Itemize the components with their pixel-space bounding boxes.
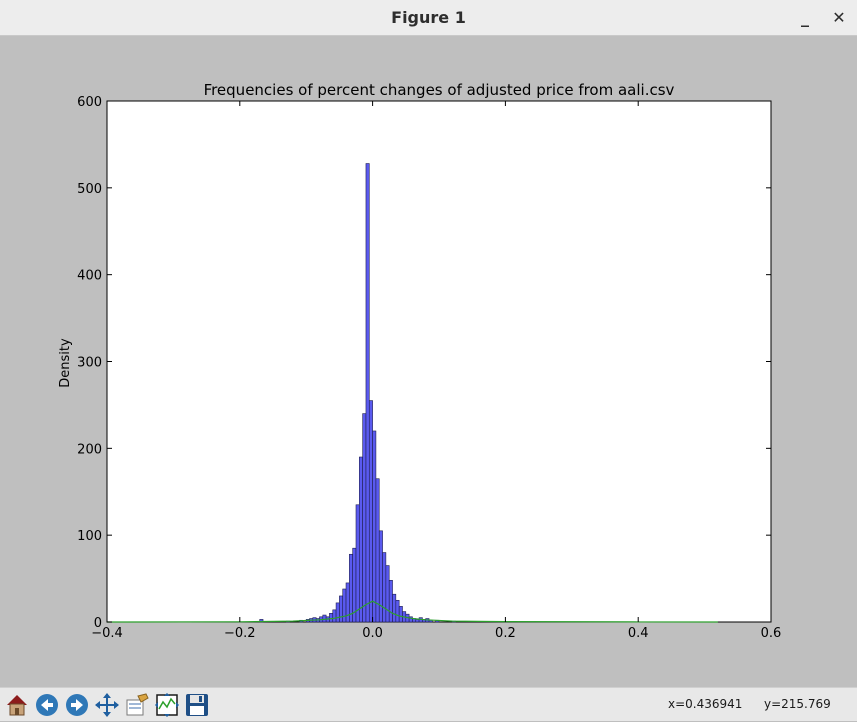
- home-button[interactable]: [4, 692, 30, 718]
- move-icon: [95, 693, 119, 717]
- navigation-toolbar: x=0.436941 y=215.769: [0, 687, 857, 721]
- y-axis-ticks: 0 100 200 300 400 500 600: [77, 95, 771, 631]
- title-bar: Figure 1 _ ✕: [0, 0, 857, 36]
- forward-button[interactable]: [64, 692, 90, 718]
- pan-button[interactable]: [94, 692, 120, 718]
- histogram-bar: [365, 163, 370, 623]
- y-tick-label: 200: [77, 442, 102, 457]
- histogram-bar: [395, 599, 400, 623]
- x-tick-label: 0.2: [495, 626, 516, 641]
- figure-canvas[interactable]: Frequencies of percent changes of adjust…: [0, 37, 857, 685]
- histogram-bar: [382, 552, 387, 623]
- subplots-icon: [155, 693, 179, 717]
- y-axis-label: Density: [58, 338, 73, 388]
- zoom-button[interactable]: [124, 692, 150, 718]
- home-icon: [7, 695, 27, 716]
- histogram-bar: [368, 400, 373, 623]
- x-tick-label: 0.4: [628, 626, 649, 641]
- x-coordinate-readout: x=0.436941: [668, 697, 743, 711]
- histogram-bar: [378, 530, 383, 623]
- histogram-bar: [388, 580, 393, 623]
- histogram-bar: [349, 553, 353, 623]
- zoom-rect-icon: [126, 693, 149, 716]
- arrow-left-icon: [36, 694, 58, 716]
- histogram-bar: [362, 413, 367, 623]
- histogram-bar: [339, 595, 344, 623]
- save-button[interactable]: [184, 692, 210, 718]
- histogram-bar: [335, 602, 340, 623]
- x-tick-label: 0.0: [362, 626, 383, 641]
- close-button[interactable]: ✕: [832, 8, 846, 27]
- x-tick-label: −0.4: [91, 626, 123, 641]
- window-title: Figure 1: [391, 8, 466, 27]
- y-tick-label: 300: [77, 356, 102, 371]
- y-tick-label: 600: [77, 95, 102, 110]
- histogram-bar: [398, 606, 403, 623]
- histogram-bar: [329, 613, 334, 623]
- histogram-bar: [322, 614, 327, 623]
- arrow-right-icon: [66, 694, 88, 716]
- x-axis-ticks: −0.4 −0.2 0.0 0.2 0.4 0.6: [91, 101, 781, 641]
- floppy-disk-icon: [186, 694, 208, 716]
- minimize-button[interactable]: _: [801, 8, 809, 27]
- histogram-bar: [385, 565, 390, 623]
- subplots-button[interactable]: [154, 692, 180, 718]
- y-tick-label: 500: [77, 182, 102, 197]
- chart-title: Frequencies of percent changes of adjust…: [204, 81, 675, 99]
- y-tick-label: 0: [94, 616, 102, 631]
- histogram-bars: [259, 163, 456, 623]
- y-tick-label: 100: [77, 529, 102, 544]
- histogram-bar: [375, 478, 380, 623]
- histogram-bar: [332, 609, 337, 623]
- histogram-chart[interactable]: Frequencies of percent changes of adjust…: [0, 37, 857, 685]
- plot-area: [106, 100, 772, 623]
- density-curve: [106, 600, 718, 623]
- y-coordinate-readout: y=215.769: [764, 697, 831, 711]
- x-tick-label: −0.2: [224, 626, 256, 641]
- histogram-bar: [372, 430, 377, 623]
- histogram-bar: [355, 504, 360, 623]
- histogram-bar: [392, 593, 397, 623]
- y-tick-label: 400: [77, 269, 102, 284]
- x-tick-label: 0.6: [761, 626, 782, 641]
- histogram-bar: [415, 619, 420, 623]
- histogram-bar: [359, 456, 363, 623]
- back-button[interactable]: [34, 692, 60, 718]
